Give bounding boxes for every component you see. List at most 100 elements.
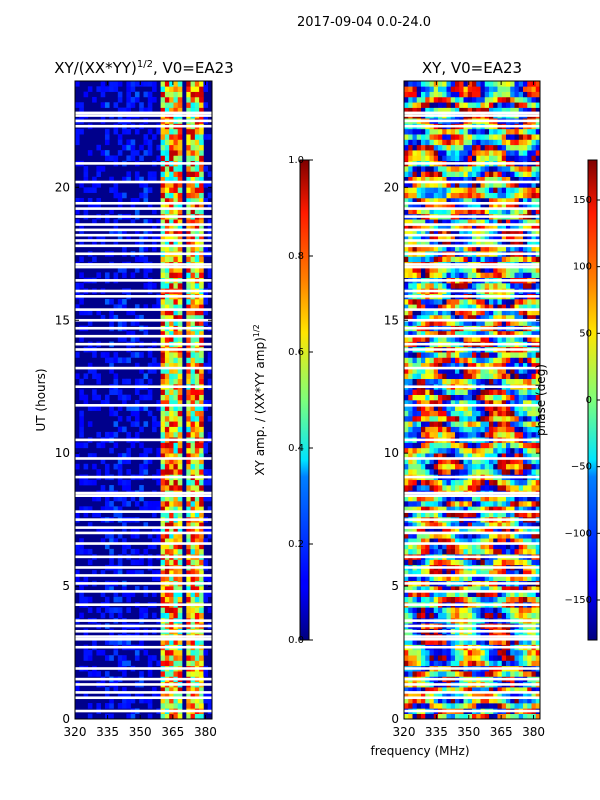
amplitude-cell [104, 692, 110, 699]
amplitude-cell [186, 86, 191, 92]
amplitude-cell [207, 362, 212, 369]
phase-cell [527, 575, 532, 582]
phase-cell [446, 410, 452, 417]
phase-cell [497, 485, 503, 491]
phase-cell [404, 660, 409, 667]
amplitude-cell [139, 192, 144, 199]
phase-cell [493, 660, 498, 667]
amplitude-cell [160, 304, 166, 310]
amplitude-cell [173, 203, 179, 209]
amplitude-cell [169, 155, 174, 162]
amplitude-cell [199, 453, 204, 459]
phase-cell [506, 548, 511, 555]
amplitude-cell [96, 272, 101, 279]
amplitude-cell [186, 522, 191, 528]
amplitude-cell [87, 453, 93, 459]
amplitude-cell [190, 596, 196, 603]
phase-cell [518, 713, 524, 719]
flagged-row [75, 582, 212, 585]
phase-cell [429, 330, 435, 337]
phase-cell [455, 655, 460, 661]
phase-cell [425, 453, 430, 459]
amplitude-cell [160, 378, 166, 385]
amplitude-cell [177, 649, 183, 656]
amplitude-cell [199, 655, 204, 661]
amplitude-cell [147, 394, 153, 401]
amplitude-cell [199, 256, 204, 263]
phase-cell [489, 559, 494, 566]
amplitude-cell [75, 373, 80, 380]
phase-cell [404, 357, 409, 364]
amplitude-cell [160, 506, 166, 512]
amplitude-cell [164, 304, 170, 310]
phase-cell [527, 447, 532, 454]
phase-cell [489, 421, 494, 427]
phase-cell [506, 559, 511, 566]
phase-cell [425, 495, 430, 502]
amplitude-cell [186, 511, 191, 518]
amplitude-cell [169, 442, 174, 449]
phase-cell [531, 431, 537, 438]
amplitude-cell [160, 224, 166, 231]
amplitude-cell [173, 187, 179, 193]
phase-cell [416, 479, 422, 486]
phase-cell [442, 570, 447, 576]
phase-cell [514, 283, 520, 289]
amplitude-cell [113, 86, 119, 92]
amplitude-cell [177, 352, 183, 358]
amplitude-cell [134, 527, 140, 534]
phase-cell [514, 463, 520, 470]
amplitude-cell [173, 304, 179, 310]
amplitude-cell [75, 81, 80, 87]
phase-cell [523, 421, 528, 427]
amplitude-cell [169, 150, 174, 156]
amplitude-cell [122, 639, 127, 645]
phase-cell [455, 410, 460, 417]
phase-cell [467, 330, 473, 337]
phase-cell [467, 660, 473, 667]
phase-cell [408, 687, 413, 693]
phase-cell [408, 309, 413, 316]
phase-cell [429, 431, 435, 438]
phase-cell [408, 612, 413, 619]
amplitude-cell [134, 692, 140, 699]
phase-cell [421, 660, 426, 667]
phase-cell [438, 373, 443, 380]
phase-cell [510, 240, 515, 247]
phase-cell [531, 394, 537, 401]
amplitude-cell [177, 81, 183, 87]
amplitude-cell [104, 134, 110, 140]
amplitude-cell [92, 479, 97, 486]
amplitude-cell [203, 527, 209, 534]
phase-cell [523, 639, 528, 645]
amplitude-cell [199, 229, 204, 236]
amplitude-cell [79, 426, 84, 433]
phase-cell [518, 357, 524, 364]
phase-cell [535, 421, 540, 427]
phase-cell [514, 405, 520, 411]
amplitude-cell [156, 538, 161, 544]
amplitude-cell [109, 410, 114, 417]
phase-cell [442, 304, 447, 310]
phase-cell [514, 431, 520, 438]
phase-cell [446, 532, 452, 539]
phase-cell [408, 479, 413, 486]
phase-cell [476, 314, 481, 321]
amplitude-cell [87, 197, 93, 204]
phase-cell [412, 378, 418, 385]
amplitude-cell [164, 267, 170, 273]
phase-cell [480, 298, 486, 305]
amplitude-cell [199, 485, 204, 491]
phase-cell [446, 314, 452, 321]
phase-cell [404, 538, 409, 544]
amplitude-cell [173, 197, 179, 204]
phase-cell [535, 463, 540, 470]
amplitude-cell [147, 506, 153, 512]
amplitude-cell [203, 538, 209, 544]
phase-cell [493, 703, 498, 709]
phase-cell [476, 522, 481, 528]
phase-cell [404, 527, 409, 534]
phase-panel-title: XY, V0=EA23 [422, 59, 522, 77]
phase-cell [446, 687, 452, 693]
phase-cell [450, 298, 456, 305]
